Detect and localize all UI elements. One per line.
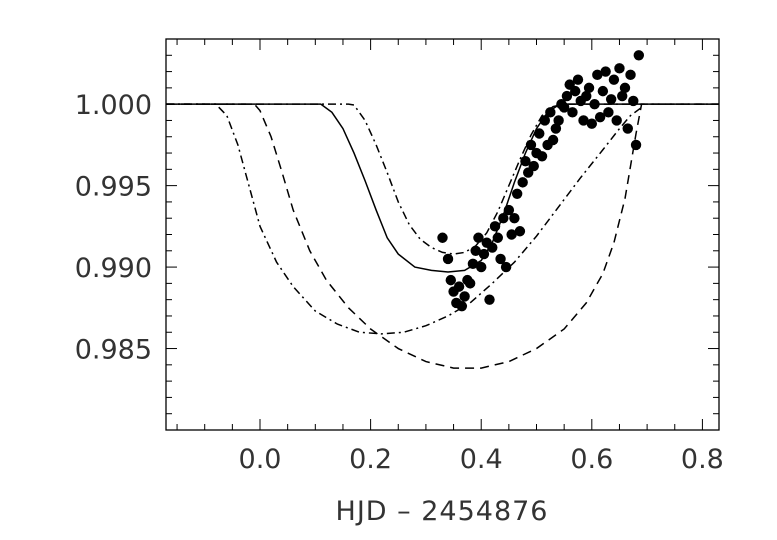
- data-point: [630, 139, 642, 151]
- data-point: [500, 261, 512, 273]
- data-point: [511, 188, 523, 199]
- data-point: [578, 115, 589, 126]
- x-axis-ticks: [176, 39, 703, 430]
- data-point: [528, 160, 539, 172]
- data-point: [536, 151, 548, 162]
- data-point: [470, 245, 481, 256]
- y-axis-tick-labels: 0.985 0.990 0.995 1.000: [75, 90, 152, 365]
- x-tick-label: 0.0: [239, 444, 282, 475]
- y-axis-ticks: [166, 38, 719, 431]
- data-point: [570, 85, 581, 97]
- data-point: [437, 232, 448, 243]
- y-tick-label: 0.990: [75, 253, 152, 284]
- data-point: [558, 102, 570, 113]
- data-point: [603, 107, 614, 118]
- data-point: [581, 90, 592, 102]
- data-point: [597, 85, 609, 97]
- y-tick-label: 0.995: [75, 172, 152, 203]
- data-point: [545, 107, 556, 118]
- x-axis-label: HJD – 2454876: [336, 496, 549, 527]
- data-point: [442, 253, 454, 265]
- data-point: [594, 112, 606, 123]
- data-point: [550, 123, 562, 134]
- data-point: [498, 213, 509, 224]
- data-point: [459, 291, 470, 302]
- data-point: [534, 128, 545, 139]
- data-point: [464, 278, 476, 289]
- data-point: [608, 74, 620, 85]
- y-tick-label: 1.000: [75, 90, 152, 121]
- data-point: [567, 107, 578, 118]
- data-point: [592, 69, 603, 81]
- data-point: [503, 204, 515, 216]
- data-point: [445, 274, 456, 286]
- data-points: [437, 50, 645, 312]
- data-point: [605, 94, 617, 105]
- data-point: [586, 118, 598, 129]
- data-point: [487, 242, 498, 253]
- y-tick-label: 0.985: [75, 335, 152, 366]
- x-tick-label: 0.2: [349, 444, 392, 475]
- x-tick-label: 0.4: [460, 444, 503, 475]
- data-point: [572, 74, 584, 85]
- data-point: [456, 300, 468, 312]
- data-point: [478, 248, 490, 260]
- model-curve-dashed-3: [166, 103, 719, 369]
- x-tick-label: 0.8: [681, 444, 724, 475]
- model-curve-dashdot-1: [166, 103, 719, 255]
- x-tick-label: 0.6: [570, 444, 613, 475]
- data-point: [617, 90, 628, 102]
- data-point: [633, 50, 645, 61]
- data-point: [453, 281, 465, 292]
- data-point: [622, 123, 633, 134]
- data-point: [506, 229, 517, 240]
- data-point: [539, 115, 551, 126]
- data-point: [614, 63, 625, 74]
- data-point: [619, 82, 631, 94]
- data-point: [561, 90, 573, 102]
- data-point: [473, 232, 484, 243]
- data-point: [509, 213, 520, 224]
- data-point: [547, 134, 559, 146]
- data-point: [611, 115, 622, 126]
- data-point: [553, 115, 564, 126]
- data-point: [517, 177, 528, 188]
- data-point: [625, 69, 636, 81]
- data-point: [525, 139, 537, 151]
- data-point: [589, 98, 600, 110]
- data-point: [489, 221, 501, 232]
- x-axis-tick-labels: 0.0 0.2 0.4 0.6 0.8: [239, 444, 724, 475]
- data-point: [600, 66, 611, 77]
- data-point: [467, 258, 479, 270]
- model-curve-dashdot-2: [166, 103, 643, 335]
- data-point: [484, 294, 495, 305]
- data-point: [520, 155, 531, 167]
- model-curve-solid-0: [166, 103, 719, 273]
- data-point: [476, 261, 487, 273]
- data-point: [583, 82, 595, 94]
- data-point: [495, 253, 506, 265]
- data-point: [492, 232, 503, 243]
- data-point: [514, 226, 526, 237]
- data-point: [628, 95, 639, 107]
